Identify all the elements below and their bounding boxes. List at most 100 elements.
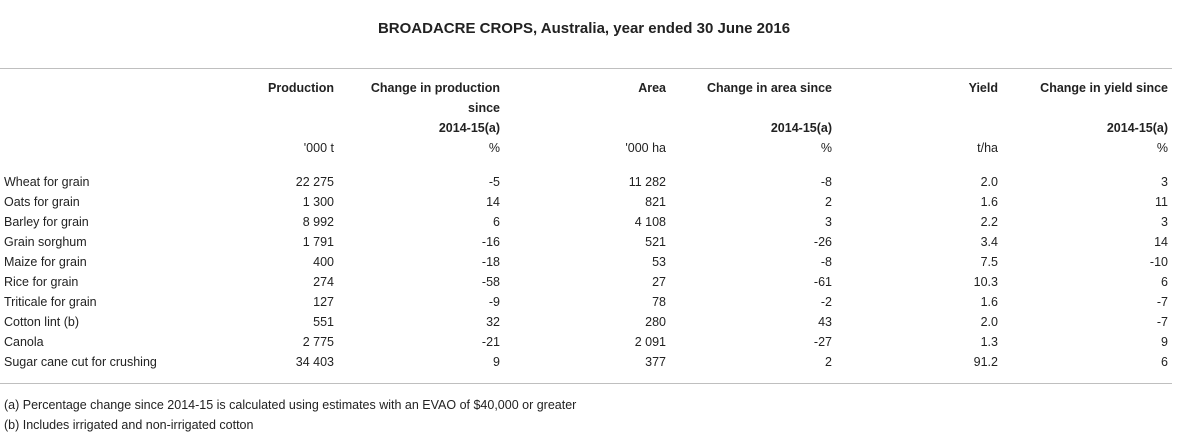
production-value: 34 403 (295, 355, 334, 369)
crops-table: Production Change in production Area Cha… (0, 78, 1172, 372)
change-production-value: -18 (481, 255, 500, 269)
table-row: Rice for grain 274 -58 27 -61 10.3 6 (0, 272, 1172, 292)
production-value: 551 (313, 315, 334, 329)
header-yield: Yield (968, 81, 998, 95)
change-yield-value: -7 (1156, 295, 1168, 309)
change-area-value: -2 (820, 295, 832, 309)
area-value: 53 (652, 255, 666, 269)
production-value: 1 300 (302, 195, 334, 209)
yield-value: 2.2 (980, 215, 998, 229)
crop-name: Canola (4, 335, 44, 349)
area-value: 2 091 (634, 335, 666, 349)
change-production-value: 14 (486, 195, 500, 209)
production-value: 1 791 (302, 235, 334, 249)
table-row: Grain sorghum 1 791 -16 521 -26 3.4 14 (0, 232, 1172, 252)
change-production-value: -16 (481, 235, 500, 249)
change-yield-value: 14 (1154, 235, 1168, 249)
header-change-yield: Change in yield since (1040, 81, 1168, 95)
yield-value: 3.4 (980, 235, 998, 249)
change-production-value: 6 (493, 215, 500, 229)
change-yield-value: -7 (1156, 315, 1168, 329)
page-title: BROADACRE CROPS, Australia, year ended 3… (377, 20, 791, 37)
header-production: Production (268, 81, 334, 95)
production-value: 274 (313, 275, 334, 289)
unit-change-yield: % (1156, 141, 1168, 155)
area-value: 78 (652, 295, 666, 309)
change-area-value: -27 (813, 335, 832, 349)
table-row: Oats for grain 1 300 14 821 2 1.6 11 (0, 192, 1172, 212)
yield-value: 7.5 (980, 255, 998, 269)
production-value: 400 (313, 255, 334, 269)
change-production-value: -5 (488, 175, 500, 189)
header-change-production-period: 2014-15(a) (438, 121, 500, 135)
change-yield-value: 3 (1161, 215, 1168, 229)
change-area-value: 43 (818, 315, 832, 329)
units-row: '000 t % '000 ha % t/ha % (0, 138, 1172, 158)
unit-change-area: % (820, 141, 832, 155)
area-value: 521 (645, 235, 666, 249)
area-value: 280 (645, 315, 666, 329)
table-row: Wheat for grain 22 275 -5 11 282 -8 2.0 3 (0, 172, 1172, 192)
crop-name: Sugar cane cut for crushing (4, 355, 157, 369)
unit-change-production: % (488, 141, 500, 155)
area-value: 27 (652, 275, 666, 289)
change-area-value: 2 (825, 195, 832, 209)
change-yield-value: -10 (1149, 255, 1168, 269)
change-yield-value: 6 (1161, 275, 1168, 289)
header-change-production-since: since (468, 101, 500, 115)
header-area: Area (638, 81, 666, 95)
table-row: Barley for grain 8 992 6 4 108 3 2.2 3 (0, 212, 1172, 232)
production-value: 22 275 (295, 175, 334, 189)
unit-production: '000 t (303, 141, 334, 155)
header-change-yield-period: 2014-15(a) (1106, 121, 1168, 135)
change-area-value: -8 (820, 175, 832, 189)
table-row: Triticale for grain 127 -9 78 -2 1.6 -7 (0, 292, 1172, 312)
change-production-value: -21 (481, 335, 500, 349)
change-production-value: 32 (486, 315, 500, 329)
yield-value: 2.0 (980, 315, 998, 329)
change-production-value: -58 (481, 275, 500, 289)
change-area-value: 3 (825, 215, 832, 229)
crop-name: Barley for grain (4, 215, 89, 229)
area-value: 821 (645, 195, 666, 209)
change-yield-value: 3 (1161, 175, 1168, 189)
production-value: 8 992 (302, 215, 334, 229)
change-area-value: -26 (813, 235, 832, 249)
crop-name: Triticale for grain (4, 295, 97, 309)
area-value: 377 (645, 355, 666, 369)
yield-value: 1.3 (980, 335, 998, 349)
yield-value: 91.2 (973, 355, 998, 369)
table-row: Cotton lint (b) 551 32 280 43 2.0 -7 (0, 312, 1172, 332)
crop-name: Cotton lint (b) (4, 315, 80, 329)
crop-name: Wheat for grain (4, 175, 90, 189)
table-row: Sugar cane cut for crushing 34 403 9 377 2 91… (0, 352, 1172, 372)
unit-area: '000 ha (625, 141, 666, 155)
bottom-divider (0, 383, 1172, 384)
change-area-value: -8 (820, 255, 832, 269)
footnote-b: (b) Includes irrigated and non-irrigated… (4, 418, 254, 432)
change-yield-value: 9 (1161, 335, 1168, 349)
table-row: Maize for grain 400 -18 53 -8 7.5 -10 (0, 252, 1172, 272)
area-value: 11 282 (628, 175, 666, 189)
change-area-value: -61 (813, 275, 832, 289)
yield-value: 2.0 (980, 175, 998, 189)
table-row: Canola 2 775 -21 2 091 -27 1.3 9 (0, 332, 1172, 352)
crop-name: Oats for grain (4, 195, 80, 209)
crop-name: Grain sorghum (4, 235, 87, 249)
crop-name: Rice for grain (4, 275, 79, 289)
header-row-3: 2014-15(a) 2014-15(a) 2014-15(a) (0, 118, 1172, 138)
unit-yield: t/ha (977, 141, 998, 155)
yield-value: 10.3 (973, 275, 998, 289)
change-yield-value: 6 (1161, 355, 1168, 369)
footnotes: (a) Percentage change since 2014-15 is c… (4, 395, 576, 435)
header-change-area-period: 2014-15(a) (770, 121, 832, 135)
yield-value: 1.6 (980, 295, 998, 309)
header-change-production: Change in production (370, 81, 500, 95)
header-row-1: Production Change in production Area Cha… (0, 78, 1172, 98)
top-divider (0, 68, 1172, 69)
header-change-area: Change in area since (706, 81, 832, 95)
header-row-2: since (0, 98, 1172, 118)
header-crop-blank (0, 78, 210, 98)
change-area-value: 2 (825, 355, 832, 369)
change-production-value: -9 (488, 295, 500, 309)
